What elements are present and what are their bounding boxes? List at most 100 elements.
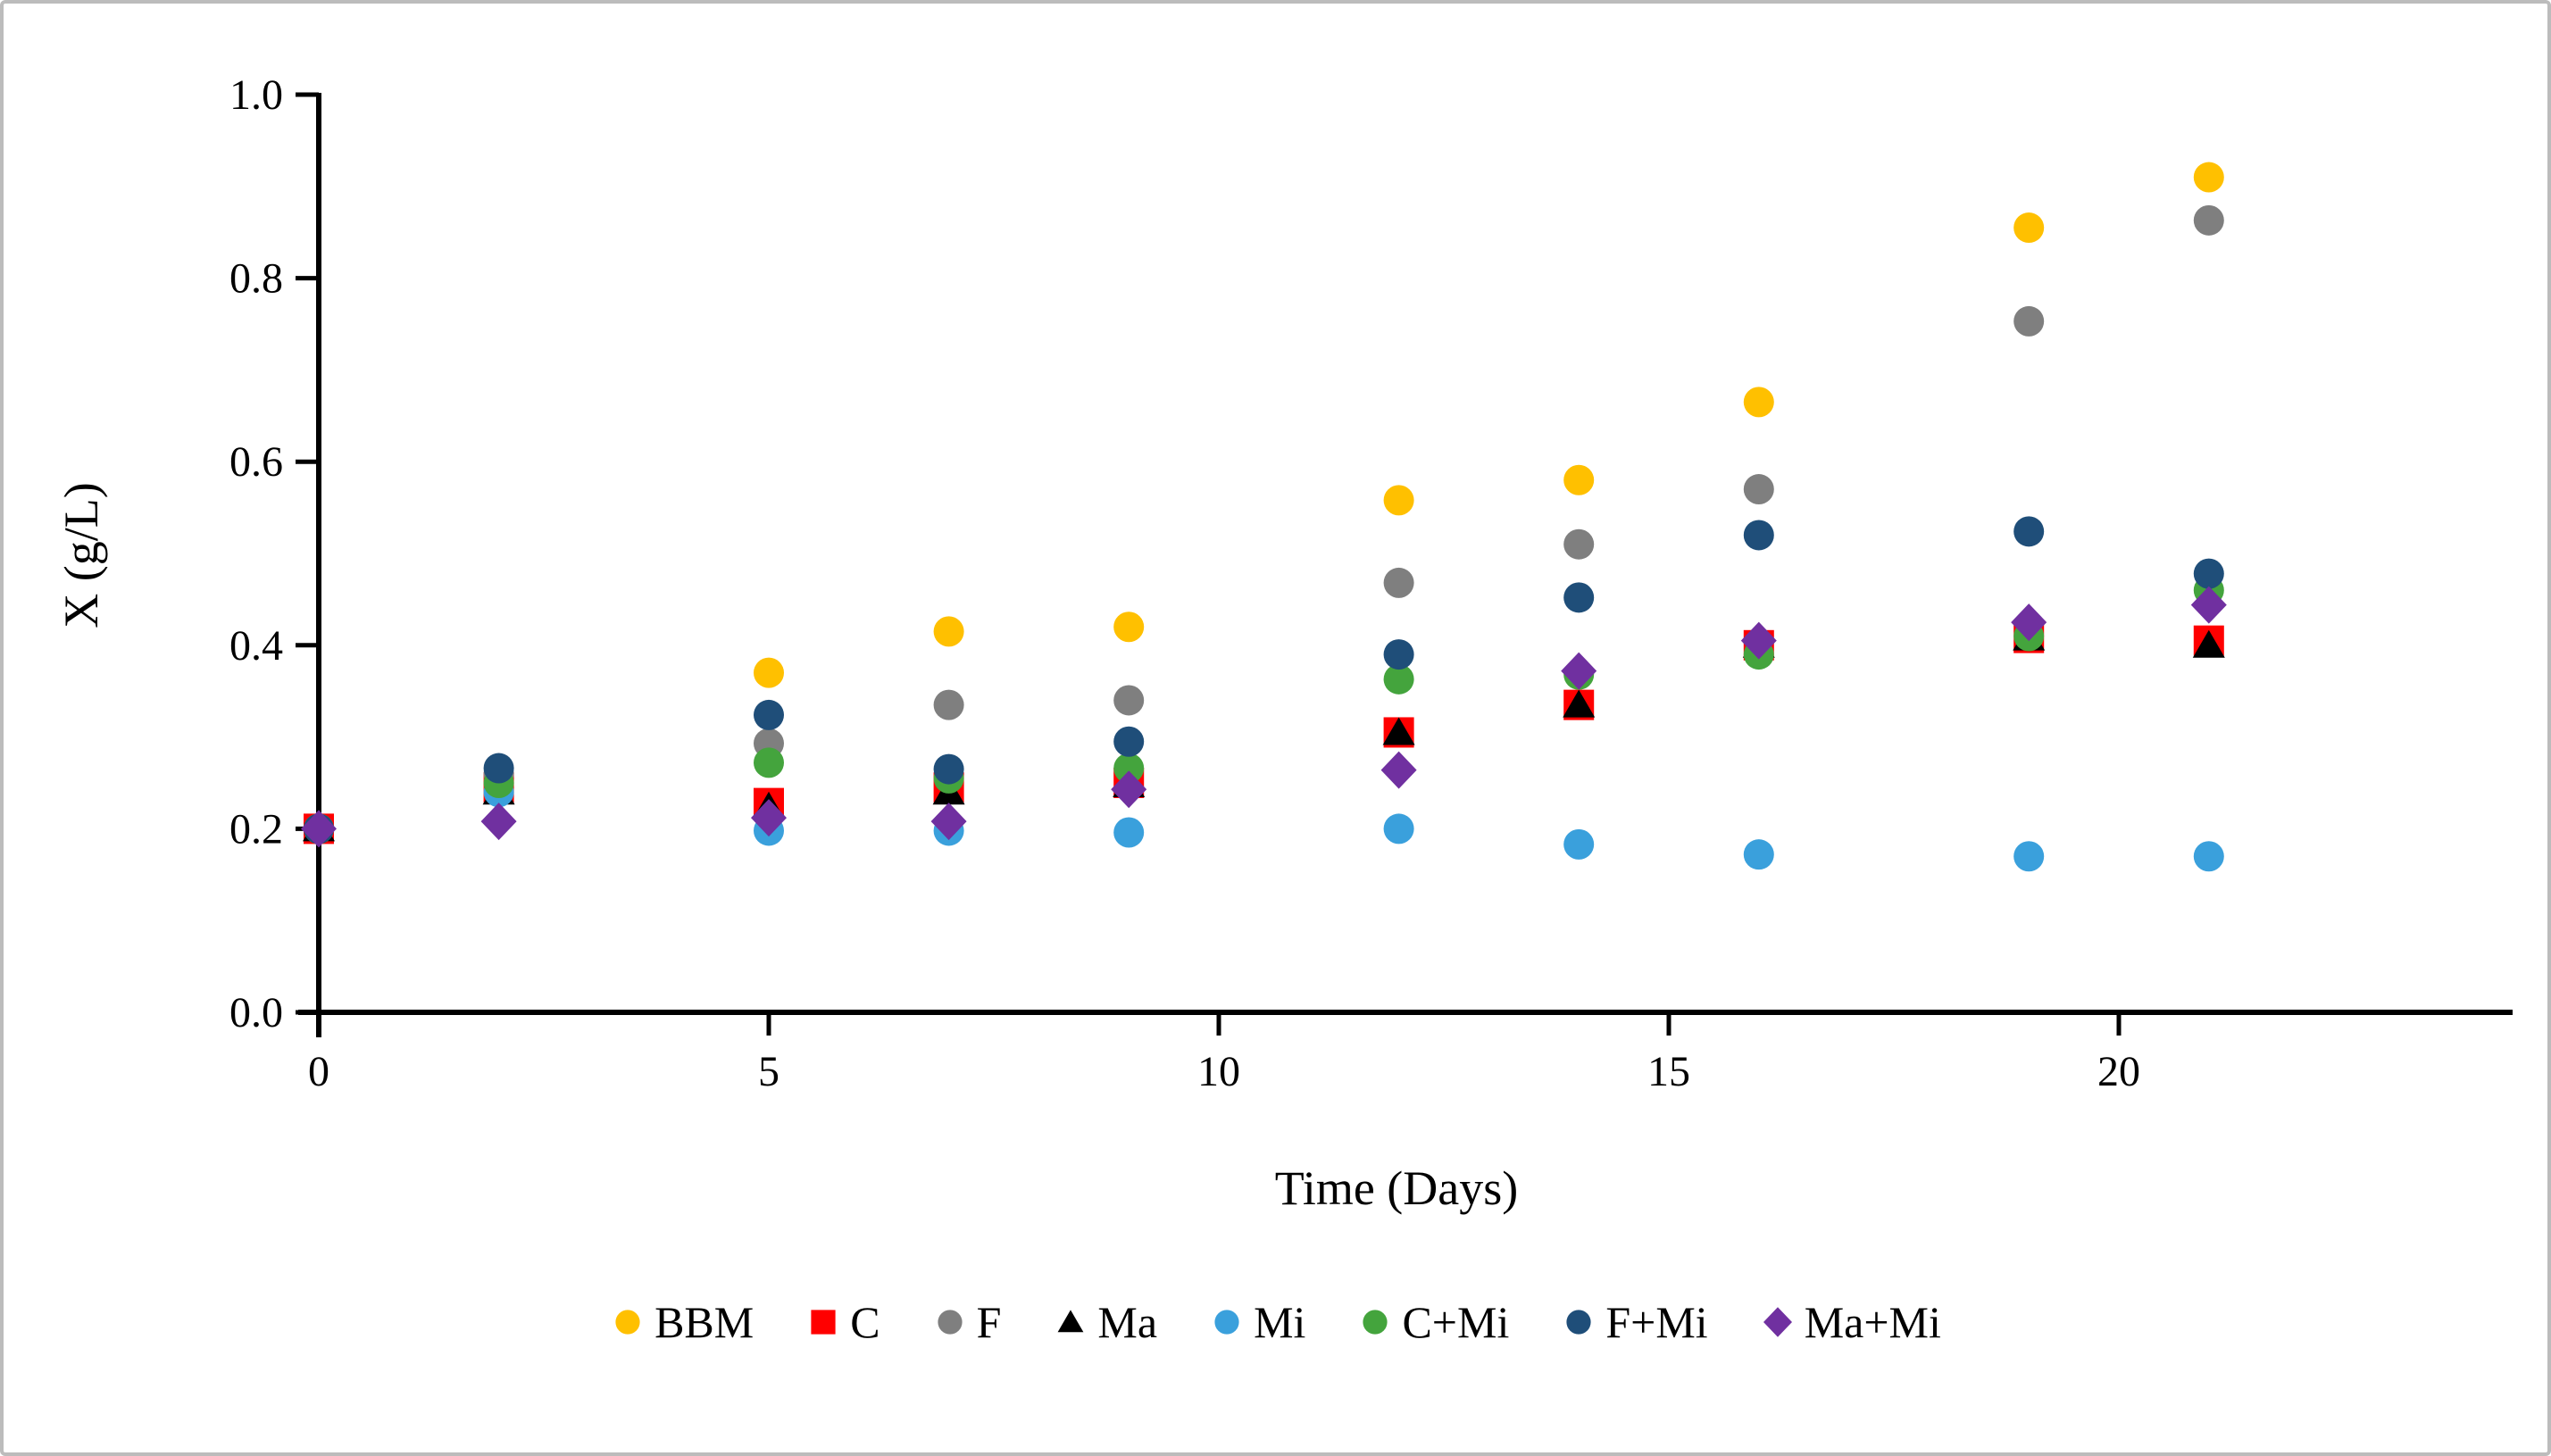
data-point-marker: [1563, 528, 1595, 560]
data-point-marker: [751, 799, 787, 837]
y-tick-label: 1.0: [229, 71, 283, 119]
data-point-marker: [301, 810, 337, 848]
data-point-marker: [933, 616, 964, 647]
data-point-marker: [2013, 841, 2045, 872]
axes: [298, 93, 2513, 1037]
data-point-marker: [1383, 663, 1414, 695]
y-axis-title: X (g/L): [54, 482, 108, 628]
data-point-marker: [1113, 685, 1145, 716]
chart-legend: BBM C F Ma Mi C+Mi F+Mi Ma+Mi: [4, 1296, 2547, 1348]
data-point-marker: [1383, 813, 1414, 844]
data-point-marker: [754, 747, 784, 778]
legend-item-F+Mi: F+Mi: [1561, 1296, 1708, 1348]
data-point-marker: [1763, 1307, 1792, 1337]
series-C+Mi: [304, 575, 2224, 844]
x-tick-label: 0: [308, 1048, 329, 1095]
series-Ma+Mi: [301, 586, 2227, 848]
legend-label: F+Mi: [1605, 1297, 1708, 1347]
data-point-marker: [1058, 1310, 1084, 1333]
legend-label: C: [850, 1297, 880, 1347]
series-BBM: [304, 162, 2224, 844]
series-C: [304, 622, 2224, 844]
x-tick-label: 15: [1647, 1048, 1690, 1095]
data-point-marker: [2193, 204, 2224, 236]
data-point-marker: [754, 657, 784, 688]
y-tick-label: 0.2: [229, 805, 283, 853]
series-Ma: [303, 622, 2225, 842]
legend-item-Ma+Mi: Ma+Mi: [1760, 1296, 1941, 1348]
data-point-marker: [1382, 717, 1415, 745]
data-point-marker: [1563, 582, 1595, 613]
data-point-marker: [1113, 753, 1145, 784]
data-point-marker: [480, 803, 517, 841]
series-Mi: [304, 777, 2224, 872]
x-axis-title: Time (Days): [1275, 1161, 1519, 1215]
x-tick-label: 5: [758, 1048, 779, 1095]
legend-label: Ma: [1097, 1297, 1158, 1347]
legend-label: F: [976, 1297, 1002, 1347]
data-point-marker: [2193, 558, 2224, 589]
data-point-marker: [2190, 586, 2227, 624]
x-tick-label: 10: [1197, 1048, 1240, 1095]
legend-item-Mi: Mi: [1209, 1296, 1305, 1348]
Ma+Mi-legend-marker-icon: [1763, 1307, 1792, 1337]
data-point-marker: [754, 699, 784, 730]
data-point-marker: [1563, 689, 1596, 718]
data-point-marker: [1363, 1310, 1388, 1335]
data-point-marker: [1743, 520, 1774, 551]
data-point-marker: [1743, 474, 1774, 505]
data-point-marker: [1743, 839, 1774, 870]
data-point-marker: [1113, 817, 1145, 848]
data-point-marker: [2011, 603, 2047, 642]
data-point-marker: [1743, 387, 1774, 418]
data-point-marker: [1566, 1310, 1591, 1335]
y-tick-label: 0.6: [229, 438, 283, 486]
series-F: [304, 204, 2224, 844]
F-legend-marker-icon: [938, 1310, 963, 1335]
Ma-legend-marker-icon: [1058, 1310, 1084, 1333]
data-point-marker: [1563, 828, 1595, 860]
y-tick-label: 0.4: [229, 622, 283, 670]
data-point-marker: [938, 1310, 963, 1335]
F+Mi-legend-marker-icon: [1566, 1310, 1591, 1335]
data-point-marker: [2013, 305, 2045, 337]
data-point-marker: [1113, 726, 1145, 757]
data-point-marker: [930, 803, 967, 841]
legend-item-C+Mi: C+Mi: [1357, 1296, 1509, 1348]
C-legend-marker-icon: [811, 1310, 836, 1335]
chart-plot-area: 0.0 0.2 0.4 0.6 0.8 1.0 0 5 10 15 20 X (g/L) Time…: [54, 71, 2513, 1215]
y-axis-ticks: 0.0 0.2 0.4 0.6 0.8 1.0: [229, 71, 319, 1036]
data-point-marker: [2013, 212, 2045, 244]
legend-label: Ma+Mi: [1804, 1297, 1941, 1347]
data-point-marker: [811, 1310, 836, 1335]
y-tick-label: 0.0: [229, 989, 283, 1036]
data-point-marker: [933, 753, 964, 785]
C+Mi-legend-marker-icon: [1363, 1310, 1388, 1335]
series-F+Mi: [304, 516, 2224, 844]
data-point-marker: [483, 753, 514, 784]
data-point-marker: [1111, 770, 1147, 809]
data-point-marker: [1563, 464, 1595, 495]
data-point-marker: [1561, 652, 1597, 690]
data-point-marker: [1383, 485, 1414, 516]
data-point-marker: [1113, 612, 1145, 643]
Mi-legend-marker-icon: [1214, 1310, 1239, 1335]
data-point-marker: [615, 1310, 640, 1335]
data-point-marker: [2193, 841, 2224, 872]
data-point-marker: [933, 689, 964, 720]
y-tick-label: 0.8: [229, 255, 283, 303]
legend-label: BBM: [654, 1297, 754, 1347]
data-point-marker: [2193, 162, 2224, 193]
legend-item-C: C: [805, 1296, 880, 1348]
data-point-marker: [2192, 629, 2225, 658]
data-point-marker: [1214, 1310, 1239, 1335]
data-points: [301, 162, 2227, 872]
legend-item-F: F: [932, 1296, 1002, 1348]
data-point-marker: [1383, 639, 1414, 670]
x-tick-label: 20: [2097, 1048, 2140, 1095]
legend-label: C+Mi: [1402, 1297, 1510, 1347]
legend-item-BBM: BBM: [610, 1296, 754, 1348]
data-point-marker: [2013, 516, 2045, 547]
data-point-marker: [1383, 567, 1414, 598]
